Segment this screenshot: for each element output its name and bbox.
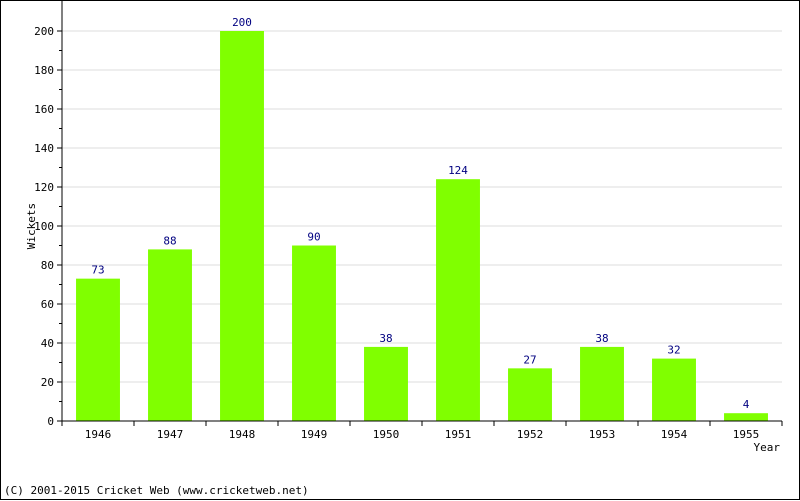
x-tick-label: 1946 xyxy=(85,428,112,441)
bar xyxy=(652,358,696,421)
x-tick-label: 1949 xyxy=(301,428,328,441)
data-label: 88 xyxy=(163,234,176,247)
data-labels: 73 88 200 90 38 124 27 38 32 4 xyxy=(91,16,749,411)
x-tick-label: 1951 xyxy=(445,428,472,441)
y-tick-label: 140 xyxy=(34,142,54,155)
bar xyxy=(364,346,408,421)
bar xyxy=(220,31,264,421)
y-tick-label: 60 xyxy=(41,298,54,311)
data-label: 200 xyxy=(232,16,252,29)
data-label: 4 xyxy=(743,398,750,411)
x-tick-label: 1948 xyxy=(229,428,256,441)
x-axis-title: Year xyxy=(754,441,781,454)
y-tick-label: 120 xyxy=(34,181,54,194)
x-tick-label: 1952 xyxy=(517,428,544,441)
y-tick-label: 200 xyxy=(34,25,54,38)
data-label: 124 xyxy=(448,164,468,177)
data-label: 73 xyxy=(91,264,104,277)
bar xyxy=(292,245,336,421)
bar xyxy=(508,368,552,421)
bars-group xyxy=(76,31,768,421)
bar xyxy=(76,278,120,421)
data-label: 38 xyxy=(379,332,392,345)
data-label: 38 xyxy=(595,332,608,345)
x-tick-label: 1953 xyxy=(589,428,616,441)
y-tick-label: 160 xyxy=(34,103,54,116)
x-tick-label: 1950 xyxy=(373,428,400,441)
x-tick-labels: 1946 1947 1948 1949 1950 1951 1952 1953 1954 1955 xyxy=(85,428,760,441)
bar xyxy=(436,179,480,421)
y-tick-label: 100 xyxy=(34,220,54,233)
data-label: 90 xyxy=(307,231,320,244)
x-tick-label: 1954 xyxy=(661,428,688,441)
y-tick-label: 40 xyxy=(41,337,54,350)
y-tick-label: 180 xyxy=(34,64,54,77)
x-tick-label: 1947 xyxy=(157,428,184,441)
copyright-footer: (C) 2001-2015 Cricket Web (www.cricketwe… xyxy=(4,484,309,497)
y-tick-label: 20 xyxy=(41,376,54,389)
y-tick-label: 0 xyxy=(47,415,54,428)
y-tick-label: 80 xyxy=(41,259,54,272)
axes xyxy=(57,1,783,426)
bar xyxy=(580,346,624,421)
y-tick-labels: 0 20 40 60 80 100 120 140 160 180 200 xyxy=(34,25,54,428)
data-label: 32 xyxy=(667,344,680,357)
bar xyxy=(724,413,768,421)
bar xyxy=(148,249,192,421)
y-axis-title: Wickets xyxy=(25,203,38,249)
data-label: 27 xyxy=(523,353,536,366)
x-tick-label: 1955 xyxy=(733,428,760,441)
